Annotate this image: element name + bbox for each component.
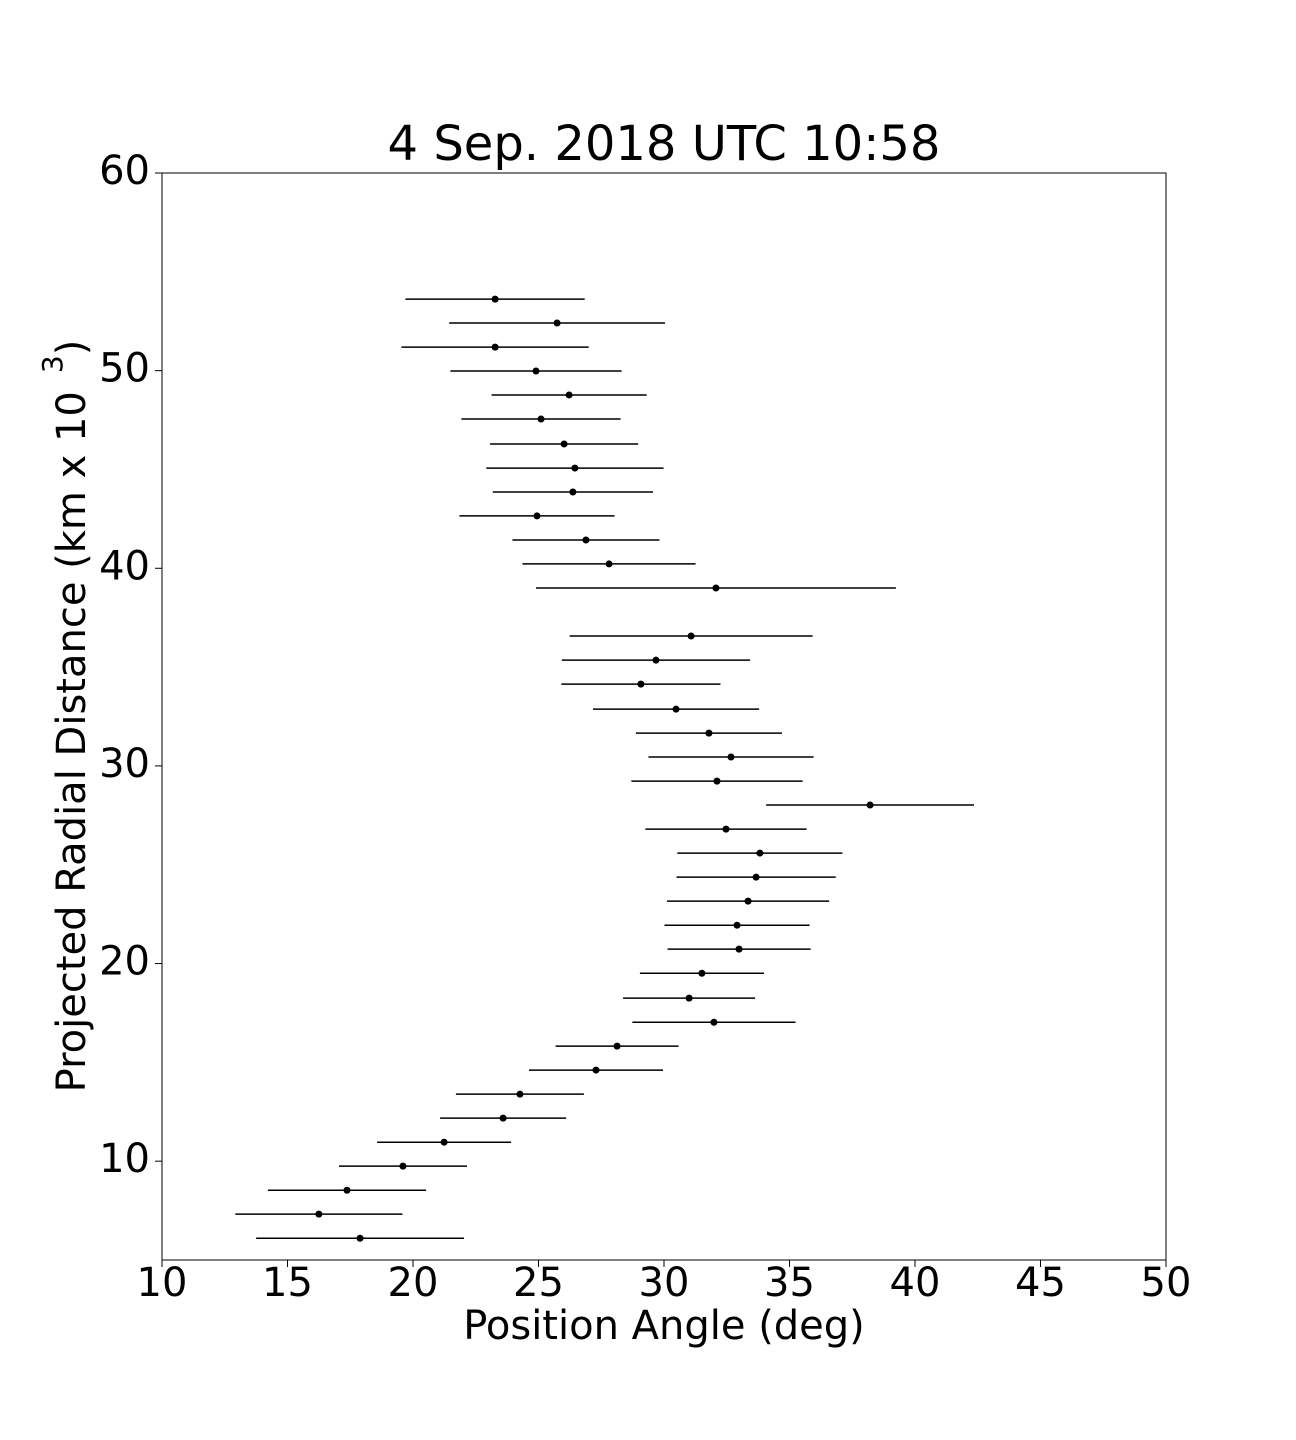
data-point [537, 415, 545, 423]
data-point [440, 1138, 448, 1146]
y-axis-label-main: Projected Radial Distance (km x 10 [49, 391, 95, 1092]
data-point [698, 969, 706, 977]
plot-area [235, 295, 974, 1242]
data-point [712, 584, 720, 592]
y-tick-label: 10 [99, 1136, 150, 1182]
data-point [733, 921, 741, 929]
data-point [652, 656, 660, 664]
data-point [399, 1162, 407, 1170]
data-point [756, 849, 764, 857]
data-point [491, 343, 499, 351]
x-tick-label: 30 [639, 1260, 690, 1306]
data-point [637, 680, 645, 688]
data-point [705, 729, 713, 737]
data-point [499, 1114, 507, 1122]
x-tick-label: 35 [764, 1260, 815, 1306]
data-point [687, 632, 695, 640]
y-tick-label: 40 [99, 543, 150, 589]
x-tick-label: 50 [1141, 1260, 1192, 1306]
data-point [752, 873, 760, 881]
data-point [356, 1234, 364, 1242]
data-point [592, 1066, 600, 1074]
y-tick-label: 50 [99, 346, 150, 392]
data-point [710, 1018, 718, 1026]
y-axis-label-end: ) [49, 340, 95, 356]
x-tick-label: 45 [1015, 1260, 1066, 1306]
data-point [560, 440, 568, 448]
data-point [553, 319, 561, 327]
chart-title: 4 Sep. 2018 UTC 10:58 [388, 116, 941, 172]
y-tick-label: 20 [99, 939, 150, 985]
data-point [685, 994, 693, 1002]
data-point [582, 536, 590, 544]
data-point [571, 464, 579, 472]
x-tick-label: 10 [137, 1260, 188, 1306]
y-axis-label: Projected Radial Distance (km x 10 3) [36, 340, 95, 1093]
data-point [866, 801, 874, 809]
data-point [491, 295, 499, 303]
data-point [613, 1042, 621, 1050]
data-point [605, 560, 613, 568]
data-point [533, 512, 541, 520]
data-point [569, 488, 577, 496]
data-point [722, 825, 730, 833]
data-point [343, 1186, 351, 1194]
data-point [735, 945, 743, 953]
x-tick-label: 15 [262, 1260, 313, 1306]
x-axis-label: Position Angle (deg) [463, 1303, 865, 1349]
data-point [727, 753, 735, 761]
data-point [516, 1090, 524, 1098]
data-point [713, 777, 721, 785]
data-point [672, 705, 680, 713]
x-tick-label: 25 [513, 1260, 564, 1306]
data-point [315, 1210, 323, 1218]
y-tick-label: 30 [99, 741, 150, 787]
data-point [565, 391, 573, 399]
plot-frame [161, 172, 1167, 1261]
y-axis-label-sup: 3 [36, 355, 69, 373]
data-point [744, 897, 752, 905]
y-tick-label: 60 [99, 148, 150, 194]
x-tick-label: 40 [890, 1260, 941, 1306]
x-tick-label: 20 [388, 1260, 439, 1306]
data-point [532, 367, 540, 375]
